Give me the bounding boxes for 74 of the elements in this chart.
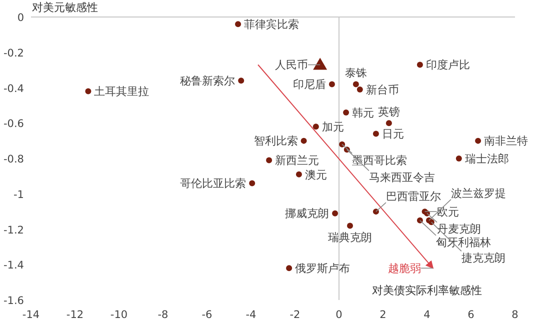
annotation: 日元 (382, 128, 404, 141)
annotation: 捷克克朗 (461, 252, 506, 265)
point (416, 62, 423, 68)
point (85, 88, 92, 94)
y-tick-label: -0.8 (4, 154, 24, 166)
annotation: 挪威克朗 (285, 207, 330, 220)
x-tick-label: -14 (22, 309, 40, 321)
x-tick-label: 8 (512, 309, 518, 321)
point (372, 130, 379, 137)
point (372, 208, 379, 215)
point (249, 180, 256, 186)
point (300, 138, 307, 144)
point (386, 120, 392, 126)
annotation: 欧元 (436, 205, 459, 218)
point (332, 210, 338, 216)
y-tick-label: -1.6 (4, 295, 24, 307)
y-tick-label: -1.4 (4, 260, 24, 272)
annotation: 土耳其里拉 (94, 85, 150, 98)
point (339, 141, 346, 148)
point (352, 81, 359, 88)
annotation: 泰铢 (344, 66, 367, 80)
annotation: 韩元 (352, 106, 374, 120)
point (328, 81, 335, 88)
annotation: 新西兰元 (275, 154, 320, 168)
y-axis-title: 对美元敏感性 (32, 1, 98, 14)
point (235, 21, 242, 28)
x-tick-label: -10 (110, 309, 128, 321)
annotation: 南非兰特 (484, 134, 528, 148)
point (416, 217, 423, 224)
x-tick-label: 2 (380, 309, 386, 321)
point (238, 78, 244, 84)
annotation: 丹麦克朗 (437, 222, 481, 236)
x-tick-label: -8 (158, 309, 168, 321)
y-tick-label: -0.6 (4, 118, 24, 130)
point (343, 110, 350, 116)
annotation: 菲律宾比索 (244, 18, 300, 31)
annotation: 加元 (322, 120, 344, 134)
x-tick-label: -4 (246, 309, 257, 321)
annotation: 哥伦比亚比索 (180, 177, 246, 190)
annotation: 澳元 (304, 168, 327, 182)
annotation: 英镑 (378, 106, 400, 119)
annotation: 马来西亚令吉 (368, 171, 435, 184)
point (286, 265, 292, 272)
annotation: 印尼盾 (292, 78, 326, 92)
annotation: 印度卢比 (426, 58, 470, 72)
x-tick-label: 6 (468, 309, 475, 321)
x-tick-label: 0 (336, 309, 342, 321)
y-tick-label: -1 (14, 188, 24, 201)
x-tick-label: 4 (424, 309, 431, 321)
annotation: 巴西雷亚尔 (386, 190, 441, 203)
x-tick-label: -12 (66, 309, 84, 321)
x-tick-label: -6 (202, 309, 213, 321)
annotation: 新台币 (366, 83, 399, 96)
point (475, 138, 482, 144)
point (296, 171, 302, 178)
annotation: 瑞士法郎 (464, 152, 509, 166)
annotation: 越脆弱 (388, 262, 421, 276)
annotation: 智利比索 (254, 134, 298, 148)
point (266, 157, 272, 164)
x-axis-title: 对美债实际利率敏感性 (372, 284, 482, 297)
point (356, 86, 363, 93)
y-tick-label: -0.2 (4, 47, 24, 60)
annotation: 秘鲁新索尔 (180, 74, 236, 88)
y-tick-label: -1.2 (4, 224, 24, 236)
annotation: 人民币 (275, 58, 308, 72)
annotation: 俄罗斯卢布 (295, 262, 350, 276)
annotation: 瑞典克朗 (328, 231, 372, 244)
point (312, 124, 319, 130)
annotation: 波兰兹罗提 (450, 186, 506, 200)
point (347, 222, 353, 229)
y-tick-label: -0.4 (4, 82, 24, 95)
x-tick-label: -2 (290, 309, 300, 321)
point (456, 156, 462, 162)
y-tick-label: 0 (17, 12, 24, 24)
